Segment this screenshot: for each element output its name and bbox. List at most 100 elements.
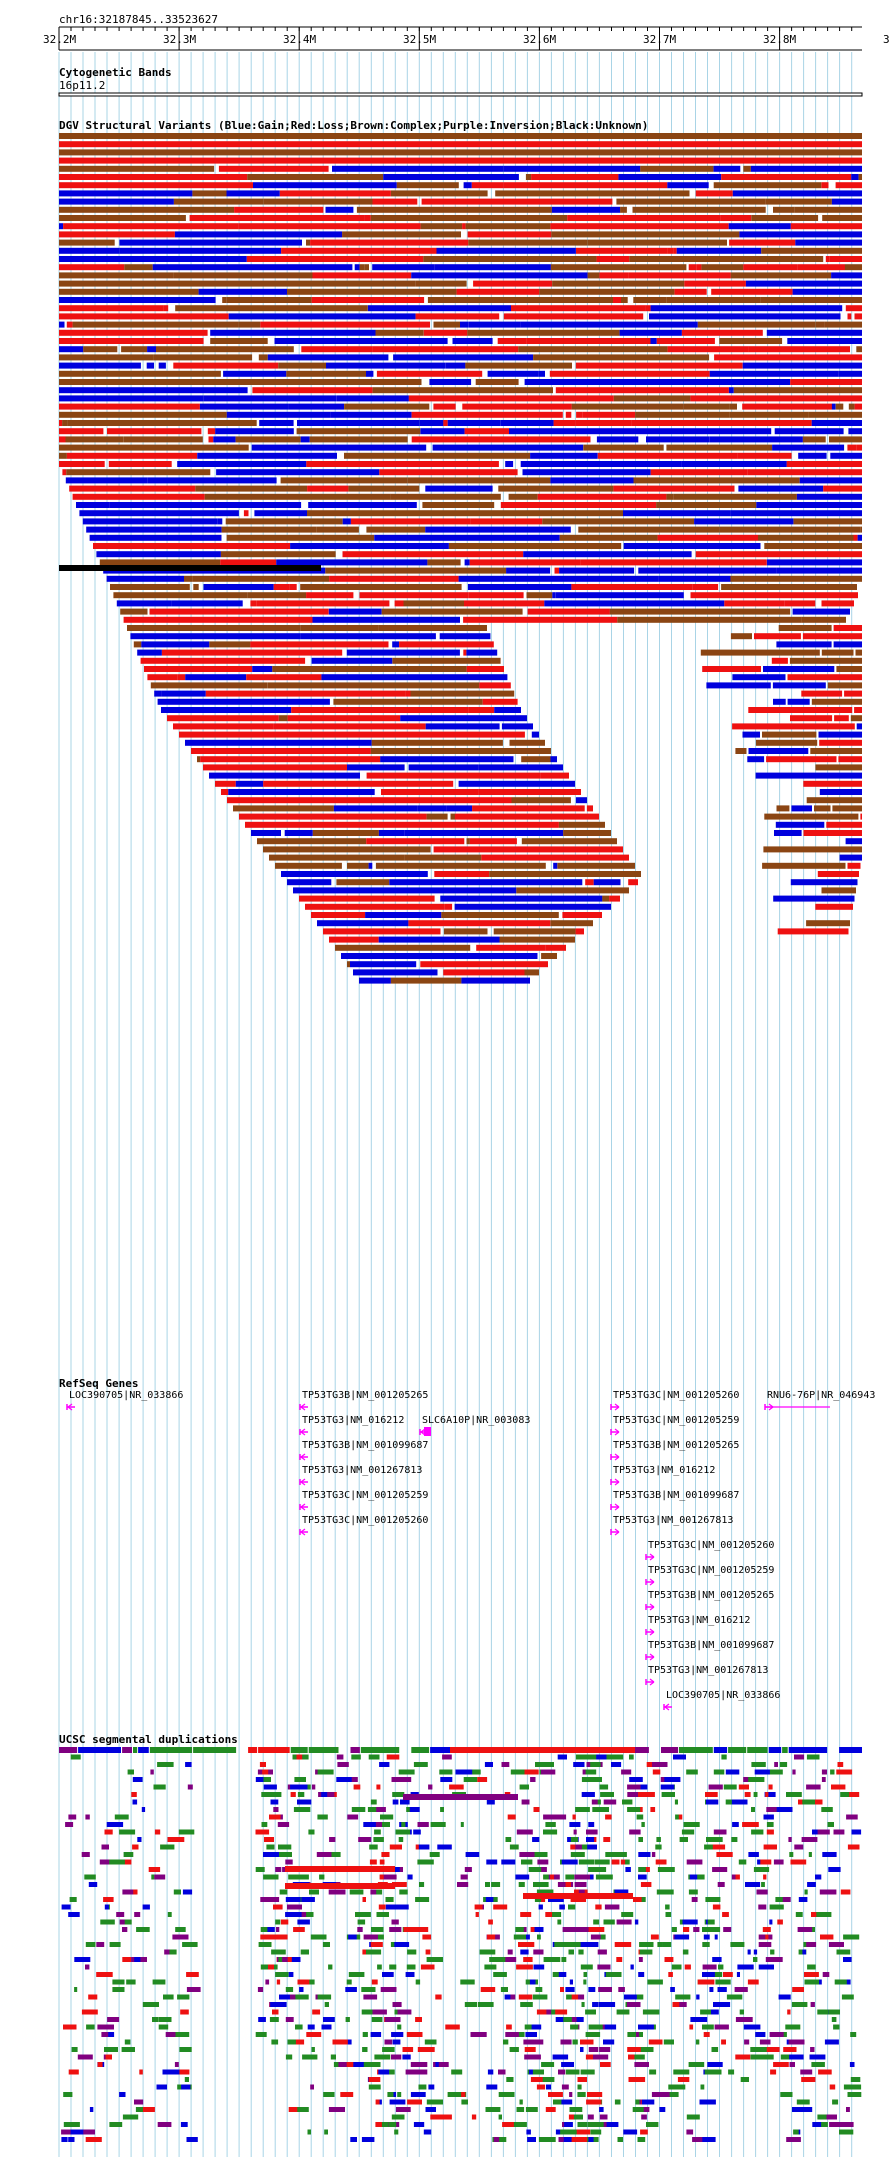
segdup-block: [577, 1927, 594, 1932]
segdup-block: [721, 2039, 726, 2045]
dgv-variant: [658, 575, 731, 582]
segdup-block: [555, 2129, 564, 2135]
dgv-variant: [631, 420, 812, 426]
segdup-block: [68, 2069, 79, 2075]
segdup-block: [271, 2039, 279, 2045]
dgv-variant: [792, 608, 850, 615]
dgv-variant: [347, 862, 369, 869]
dgv-variant: [59, 346, 84, 353]
segdup-block: [691, 1897, 698, 1902]
dgv-variant: [59, 149, 862, 156]
gene-label[interactable]: TP53TG3|NM_016212: [648, 1615, 751, 1626]
segdup-block: [294, 1912, 302, 1917]
dgv-variant: [585, 879, 594, 886]
dgv-variant: [806, 797, 862, 804]
gene-label[interactable]: TP53TG3B|NM_001099687: [613, 1490, 740, 1501]
dgv-variant: [831, 403, 836, 410]
segdup-block: [134, 1957, 141, 1962]
dgv-variant: [301, 346, 373, 353]
segdup-block: [487, 1934, 496, 1940]
segdup-block: [323, 2092, 335, 2097]
gene-label[interactable]: TP53TG3|NM_001267813: [613, 1515, 734, 1526]
segdup-block: [649, 2069, 657, 2075]
dgv-variant: [724, 600, 785, 607]
dgv-variant: [420, 223, 463, 230]
segdup-block: [290, 1792, 296, 1797]
gene-label[interactable]: LOC390705|NR_033866: [69, 1390, 184, 1401]
segdup-block: [321, 2024, 332, 2030]
gene-label[interactable]: TP53TG3B|NM_001099687: [302, 1440, 429, 1451]
segdup-block: [119, 1919, 132, 1925]
gene-label[interactable]: TP53TG3B|NM_001205265: [302, 1390, 429, 1401]
gene-label[interactable]: TP53TG3B|NM_001205265: [613, 1440, 740, 1451]
dgv-variant: [434, 871, 490, 877]
segdup-block: [498, 2114, 502, 2120]
dgv-variant: [257, 838, 367, 845]
gene-label[interactable]: TP53TG3C|NM_001205259: [302, 1490, 429, 1501]
dgv-variant: [719, 526, 861, 533]
segdup-block: [596, 1867, 607, 1872]
segdup-block: [686, 2129, 694, 2135]
cytoband-label[interactable]: 16p11.2: [59, 79, 106, 92]
segdup-block: [518, 1994, 533, 2000]
gene-label[interactable]: SLC6A10P|NR_003083: [422, 1415, 531, 1426]
segdup-block: [477, 2002, 489, 2007]
segdup-block: [655, 1859, 667, 1865]
segdup-block: [686, 1769, 698, 1775]
segdup-block: [376, 1889, 383, 1895]
dgv-variant: [372, 346, 519, 353]
dgv-variant: [847, 862, 861, 869]
segdup-block: [630, 1964, 634, 1970]
segdup-block: [552, 2054, 569, 2060]
dgv-variant: [133, 641, 142, 648]
gene-label[interactable]: TP53TG3C|NM_001205260: [302, 1515, 429, 1526]
segdup-block: [573, 2114, 583, 2120]
gene-label[interactable]: TP53TG3|NM_016212: [613, 1465, 716, 1476]
segdup-block: [382, 2122, 389, 2127]
dgv-variant: [149, 608, 329, 615]
dgv-variant: [411, 411, 563, 418]
segdup-block: [306, 2032, 322, 2037]
segdup-block: [85, 2137, 102, 2142]
segdup-block: [368, 2084, 381, 2090]
gene-label[interactable]: TP53TG3|NM_016212: [302, 1415, 405, 1426]
segdup-block: [440, 1807, 444, 1812]
gene-label[interactable]: TP53TG3B|NM_001205265: [648, 1590, 775, 1601]
dgv-variant: [59, 247, 120, 254]
gene-label[interactable]: TP53TG3C|NM_001205260: [648, 1540, 775, 1551]
dgv-variant: [853, 534, 858, 541]
segdup-block: [600, 1792, 614, 1797]
gene-label[interactable]: TP53TG3|NM_001267813: [302, 1465, 423, 1476]
dgv-variant: [300, 633, 436, 640]
gene-label[interactable]: TP53TG3B|NM_001099687: [648, 1640, 775, 1651]
dgv-variant: [222, 297, 227, 303]
segdup-block: [850, 2077, 861, 2082]
gene-label[interactable]: RNU6-76P|NR_046943: [767, 1390, 876, 1401]
segdup-block: [762, 2054, 774, 2060]
segdup-block: [716, 1852, 733, 1857]
dgv-variant: [793, 518, 862, 525]
segdup-block: [614, 2099, 621, 2105]
segdup-block: [395, 2107, 411, 2112]
dgv-variant: [383, 174, 519, 180]
segdup-block: [702, 1964, 717, 1970]
dgv-variant: [263, 846, 431, 853]
segdup-block: [295, 2024, 303, 2030]
dgv-variant: [499, 936, 575, 943]
gene-label[interactable]: LOC390705|NR_033866: [666, 1690, 781, 1701]
dgv-variant: [839, 854, 862, 861]
segdup-block: [548, 2092, 563, 2097]
dgv-variant: [458, 575, 659, 582]
segdup-block: [269, 1814, 281, 1820]
segdup-block: [493, 1904, 508, 1910]
segdup-block: [81, 1852, 90, 1857]
dgv-variant: [761, 247, 862, 254]
gene-label[interactable]: TP53TG3C|NM_001205259: [648, 1565, 775, 1576]
dgv-variant: [650, 338, 657, 344]
segdup-block: [627, 1784, 641, 1790]
dgv-variant: [697, 321, 816, 328]
gene-label[interactable]: TP53TG3C|NM_001205260: [613, 1390, 740, 1401]
dgv-variant: [762, 731, 817, 738]
gene-label[interactable]: TP53TG3C|NM_001205259: [613, 1415, 740, 1426]
gene-label[interactable]: TP53TG3|NM_001267813: [648, 1665, 769, 1676]
